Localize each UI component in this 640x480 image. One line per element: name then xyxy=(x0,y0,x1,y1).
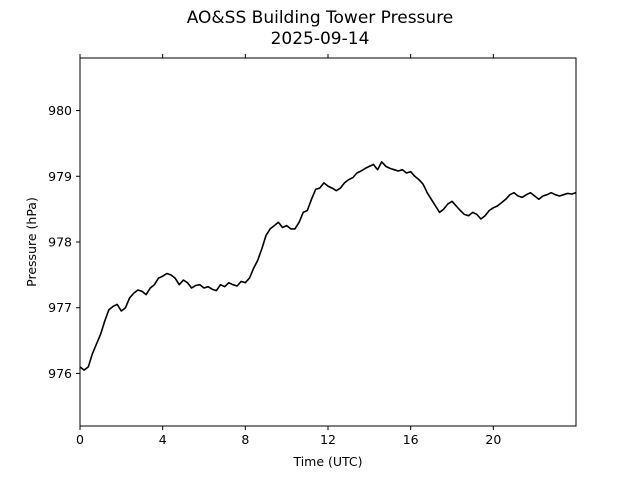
series-line xyxy=(79,161,577,371)
x-tick-label: 4 xyxy=(159,432,167,447)
x-tick-label: 0 xyxy=(76,432,84,447)
y-tick-label: 979 xyxy=(48,169,72,184)
y-tick-label: 978 xyxy=(48,235,72,250)
chart-title: AO&SS Building Tower Pressure xyxy=(186,8,454,28)
x-tick-label: 20 xyxy=(485,432,501,447)
axes-frame xyxy=(79,57,577,427)
x-tick-label: 16 xyxy=(403,432,419,447)
x-tick-label: 12 xyxy=(320,432,336,447)
x-tick-label: 8 xyxy=(241,432,249,447)
y-tick-label: 976 xyxy=(48,366,72,381)
y-tick-label: 980 xyxy=(48,103,72,118)
x-axis-label: Time (UTC) xyxy=(292,454,362,469)
y-tick-label: 977 xyxy=(48,300,72,315)
chart-subtitle: 2025-09-14 xyxy=(270,29,370,49)
y-axis-label: Pressure (hPa) xyxy=(24,197,39,287)
